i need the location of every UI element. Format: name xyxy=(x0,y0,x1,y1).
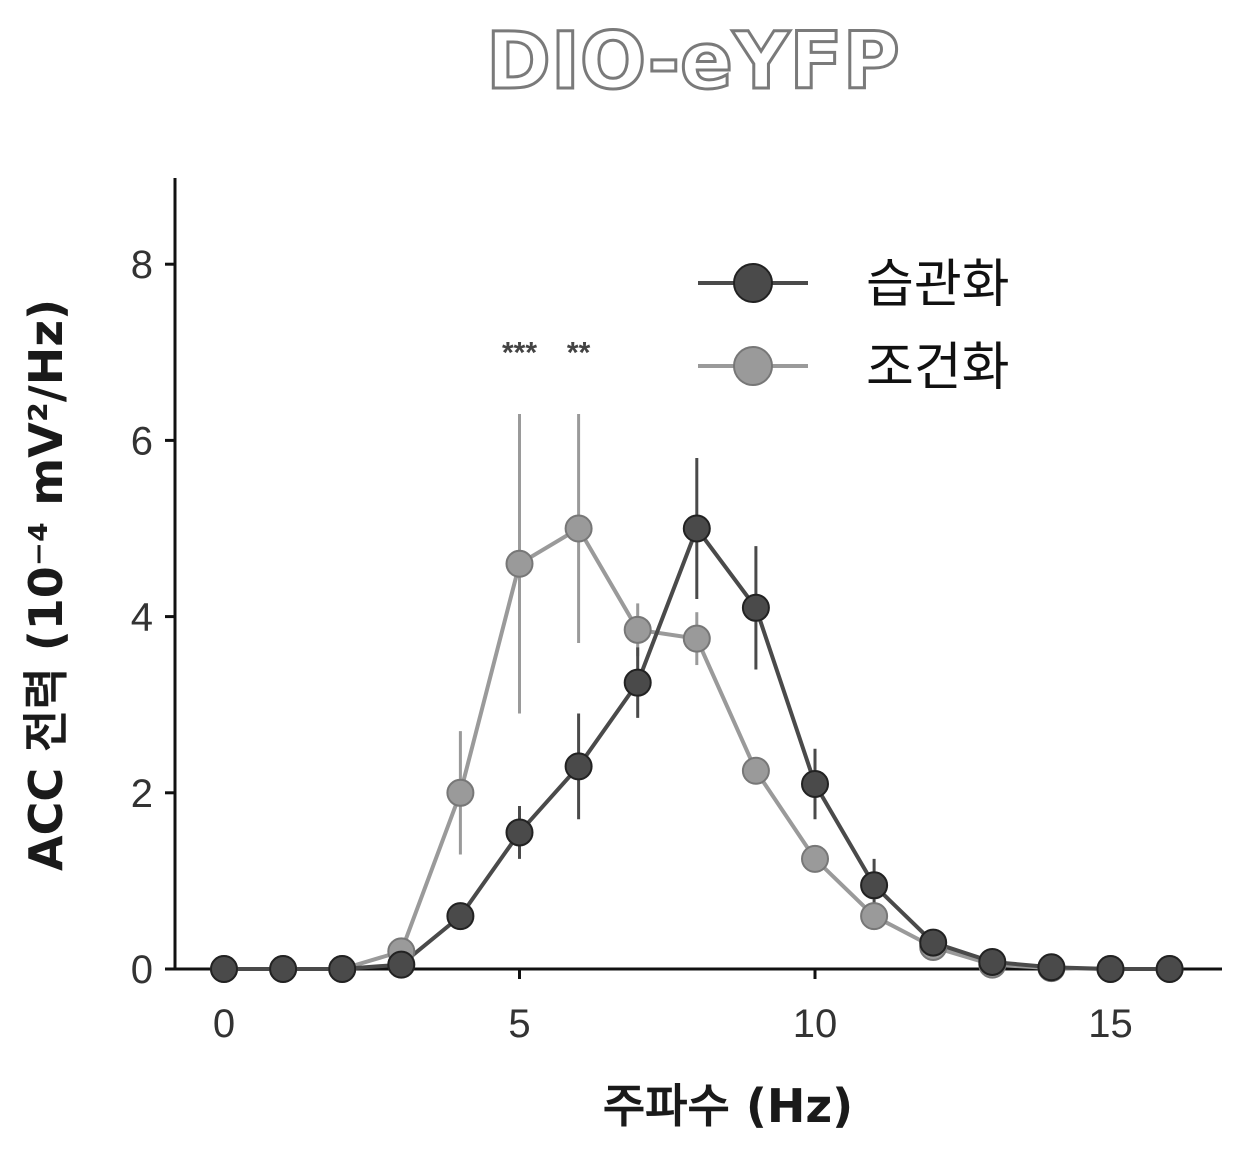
data-point-habituation xyxy=(860,871,889,900)
y-axis-label: ACC 전력 (10⁻⁴ mV²/Hz) xyxy=(19,299,73,871)
legend: 습관화 조건화 xyxy=(698,255,1010,398)
y-tick-label: 6 xyxy=(131,419,153,463)
data-point-conditioning xyxy=(860,902,889,931)
legend-label-conditioning: 조건화 xyxy=(866,338,1010,398)
data-point-conditioning xyxy=(623,615,652,644)
legend-marker-habituation xyxy=(733,263,773,303)
data-point-habituation xyxy=(564,752,593,781)
x-tick-label: 5 xyxy=(508,1002,530,1046)
data-point-conditioning xyxy=(446,778,475,807)
data-point-conditioning xyxy=(564,514,593,543)
data-point-habituation xyxy=(801,769,829,798)
legend-item-habituation: 습관화 xyxy=(698,255,1010,315)
y-tick-label: 0 xyxy=(131,948,153,992)
legend-label-habituation: 습관화 xyxy=(866,255,1010,315)
y-tick-label: 4 xyxy=(131,596,153,640)
significance-marker: ** xyxy=(567,336,591,369)
series-points xyxy=(210,514,1184,983)
data-point-habituation xyxy=(1155,955,1184,983)
legend-item-conditioning: 조건화 xyxy=(698,338,1010,398)
y-tick-label: 8 xyxy=(131,243,153,287)
significance-annotations: *** ** xyxy=(502,336,591,369)
data-point-habituation xyxy=(446,902,475,931)
data-point-habituation xyxy=(210,955,238,983)
data-point-habituation xyxy=(1037,953,1066,982)
data-point-habituation xyxy=(269,955,298,983)
data-point-conditioning xyxy=(505,549,534,578)
significance-marker: *** xyxy=(502,336,537,369)
data-point-habituation xyxy=(1096,955,1125,983)
data-point-conditioning xyxy=(801,844,829,873)
data-point-conditioning xyxy=(741,756,770,785)
data-point-habituation xyxy=(623,668,652,697)
data-point-habituation xyxy=(387,950,416,979)
chart-title: DIO-eYFP xyxy=(486,17,900,107)
axes: 0 2 4 6 8 0 5 10 15 xyxy=(131,178,1222,1046)
y-tick-label: 2 xyxy=(131,772,153,816)
data-point-habituation xyxy=(978,947,1007,976)
data-point-habituation xyxy=(682,514,711,543)
data-point-conditioning xyxy=(682,624,711,653)
x-axis-label: 주파수 (Hz) xyxy=(603,1079,853,1133)
data-point-habituation xyxy=(741,593,770,622)
x-tick-label: 15 xyxy=(1088,1002,1133,1046)
data-point-habituation xyxy=(328,955,357,983)
x-tick-label: 10 xyxy=(793,1002,838,1046)
x-tick-label: 0 xyxy=(213,1002,235,1046)
data-point-habituation xyxy=(505,818,534,847)
data-point-habituation xyxy=(919,928,948,957)
legend-marker-conditioning xyxy=(733,346,773,386)
